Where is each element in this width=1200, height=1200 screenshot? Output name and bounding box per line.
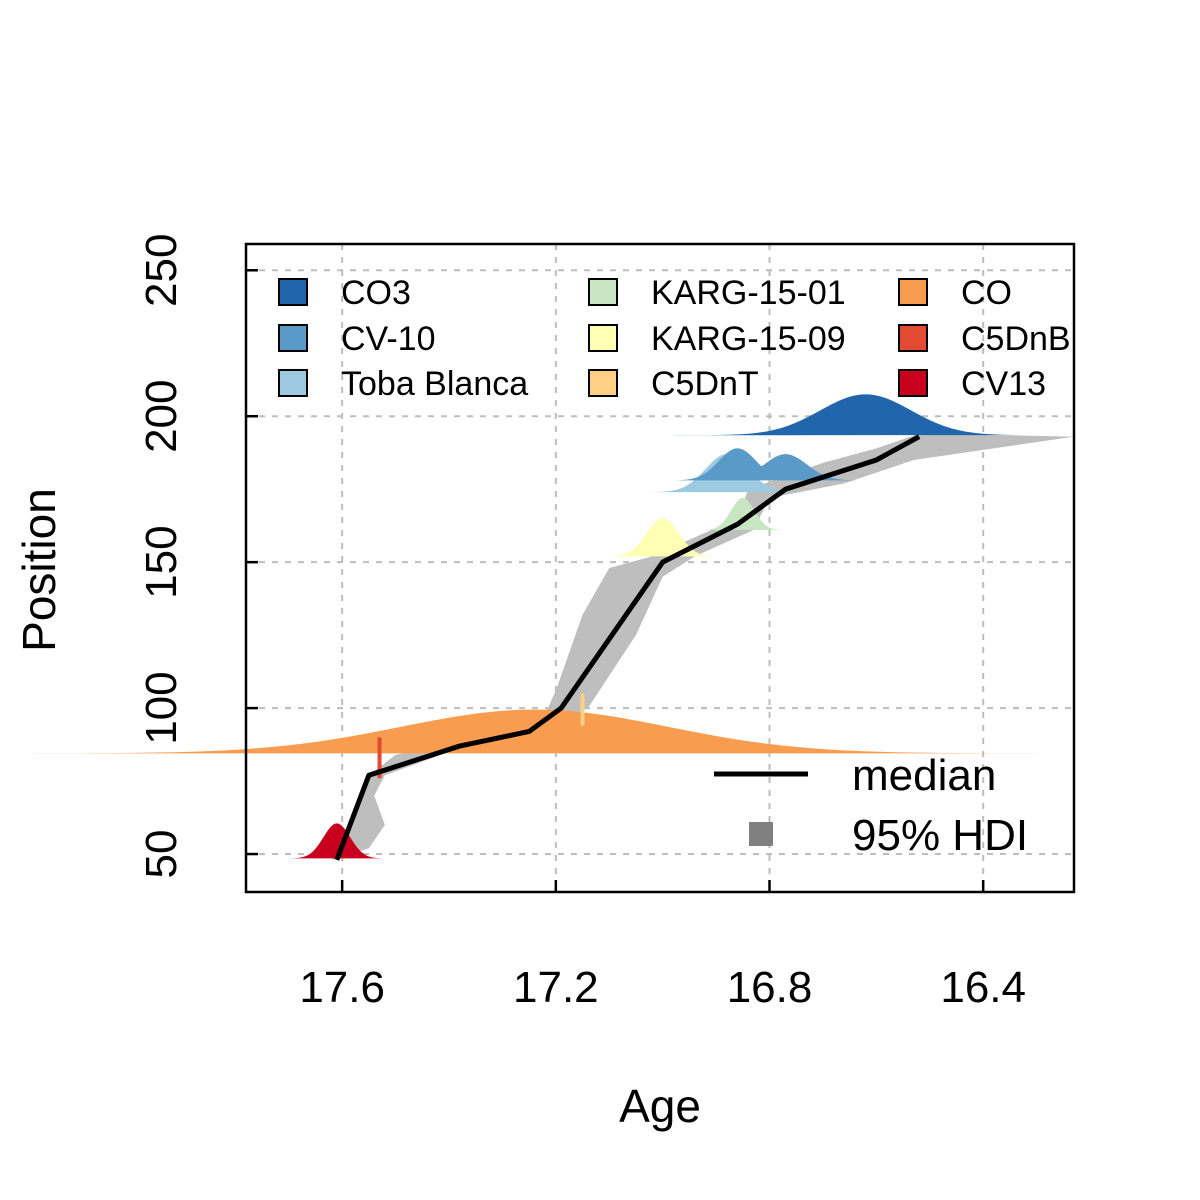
- legend-swatch-c5dnt: [588, 369, 618, 397]
- median-line-layer: [334, 434, 921, 861]
- y-tick-label-1: 100: [137, 671, 186, 744]
- y-tick-label-2: 150: [137, 525, 186, 598]
- legend-swatch-co3: [278, 278, 308, 306]
- legend-swatch-co: [898, 278, 928, 306]
- x-tick-label-1: 17.2: [513, 963, 599, 1012]
- legend-label-cv13: CV13: [961, 365, 1046, 403]
- y-tick-label-3: 200: [137, 380, 186, 453]
- median-line: [334, 434, 921, 861]
- legend-label-c5dnb: C5DnB: [961, 320, 1071, 358]
- tephra-density-karg-15-09: [595, 518, 730, 557]
- legend-label-karg-15-01: KARG-15-01: [651, 274, 846, 312]
- x-tick-label-0: 17.6: [299, 963, 385, 1012]
- legend-hdi-swatch: [749, 822, 773, 846]
- tephra-legend: CO3 CV-10 Toba Blanca KARG-15-01 KARG-15-09 C…: [278, 274, 1071, 403]
- legend-swatch-karg-15-01: [588, 278, 618, 306]
- legend-label-c5dnt: C5DnT: [651, 365, 759, 403]
- y-tick-label-0: 50: [137, 830, 186, 879]
- tephra-density-cv-10: [658, 448, 876, 481]
- legend-label-co3: CO3: [341, 274, 411, 312]
- legend-swatch-cv13: [898, 369, 928, 397]
- x-tick-label-3: 16.4: [940, 963, 1026, 1012]
- legend-label-toba-blanca: Toba Blanca: [341, 365, 528, 403]
- tephra-density-co: [0, 709, 1096, 754]
- x-axis-title: Age: [619, 1080, 701, 1132]
- y-axis: 50 100 150 200 250: [137, 234, 258, 879]
- y-tick-label-4: 250: [137, 234, 186, 307]
- legend-label-cv-10: CV-10: [341, 320, 436, 358]
- legend-swatch-c5dnb: [898, 324, 928, 352]
- legend-swatch-karg-15-09: [588, 324, 618, 352]
- plot-frame: [244, 242, 1076, 894]
- tephra-density-karg-15-01: [693, 497, 793, 531]
- grid: [246, 244, 1074, 892]
- median-hdi-legend: median 95% HDI: [714, 751, 1028, 860]
- x-tick-label-2: 16.8: [727, 963, 813, 1012]
- tephra-density-co3: [674, 394, 1057, 436]
- tephra-density-cv13: [280, 823, 393, 859]
- legend-label-karg-15-09: KARG-15-09: [651, 320, 846, 358]
- legend-hdi-label: 95% HDI: [852, 811, 1028, 860]
- legend-label-co: CO: [961, 274, 1012, 312]
- tephra-density-layer: [0, 394, 1096, 859]
- legend-median-label: median: [852, 751, 996, 800]
- y-axis-title: Position: [13, 488, 65, 652]
- legend-swatch-cv-10: [278, 324, 308, 352]
- legend-swatch-toba-blanca: [278, 369, 308, 397]
- x-axis: 17.6 17.2 16.8 16.4: [299, 880, 1026, 1012]
